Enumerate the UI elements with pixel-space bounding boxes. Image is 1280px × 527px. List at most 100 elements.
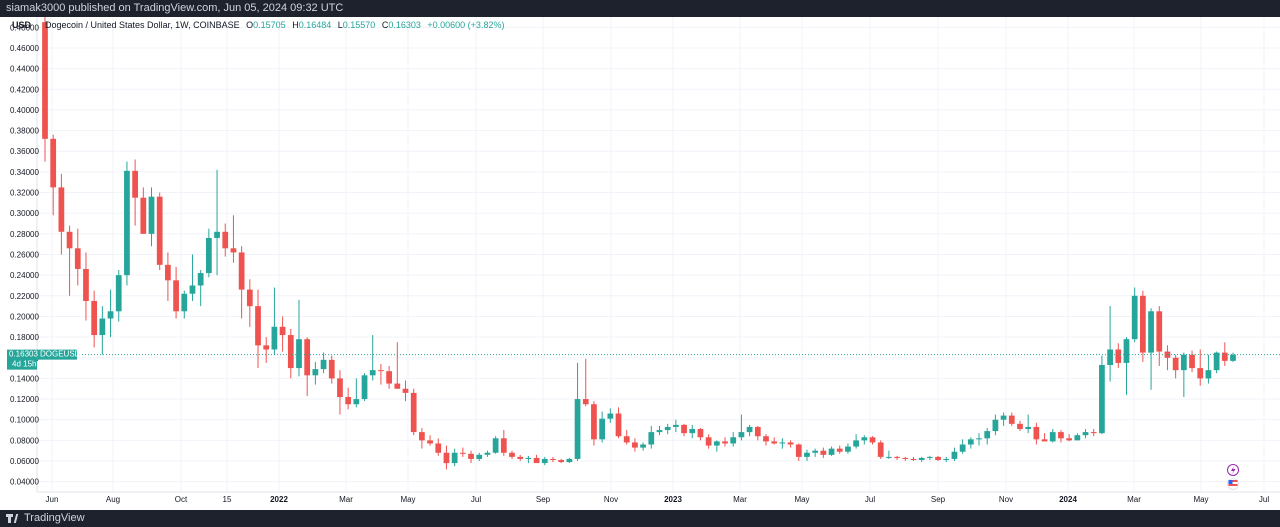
currency-label[interactable]: USD xyxy=(12,20,32,30)
lightning-icon[interactable] xyxy=(1227,464,1239,476)
candle-body xyxy=(1205,370,1212,379)
candle-body xyxy=(132,170,138,198)
candle-body xyxy=(951,451,958,459)
candle xyxy=(943,456,950,463)
candle-body xyxy=(173,280,179,312)
candle-body xyxy=(713,441,720,446)
candle-body xyxy=(42,22,48,139)
candle-body xyxy=(804,452,810,457)
tradingview-logo[interactable]: TradingView xyxy=(6,510,85,527)
candle xyxy=(1041,433,1048,442)
candle-body xyxy=(1197,368,1204,379)
candle xyxy=(836,445,843,454)
candle xyxy=(353,378,360,408)
candle-body xyxy=(214,231,220,238)
us-flag-icon[interactable] xyxy=(1227,478,1239,490)
x-tick-label: Mar xyxy=(1127,495,1141,504)
candle-body xyxy=(525,457,532,459)
y-tick-label: 0.46000 xyxy=(10,44,39,53)
candle-body xyxy=(550,458,556,460)
candle-body xyxy=(148,196,155,234)
candle-body xyxy=(910,458,917,460)
y-tick-label: 0.48000 xyxy=(10,23,39,32)
candle-body xyxy=(992,419,999,432)
candle xyxy=(820,447,827,458)
candle-body xyxy=(1082,432,1089,436)
candle-body xyxy=(410,392,417,433)
candle-body xyxy=(836,448,843,452)
candlestick-chart[interactable]: 0.04000 0.06000 0.08000 0.10000 0.12000 0.140… xyxy=(0,17,1280,510)
candle xyxy=(165,252,171,301)
y-tick-label: 0.40000 xyxy=(10,106,39,115)
candle xyxy=(1099,355,1105,435)
candle xyxy=(812,448,819,457)
candle-body xyxy=(1115,349,1122,363)
candle xyxy=(83,252,89,321)
candle-body xyxy=(1074,435,1081,441)
price-tag-countdown: 4d 15h xyxy=(12,360,36,369)
candle xyxy=(992,414,999,436)
candle xyxy=(935,455,941,462)
candle xyxy=(599,411,605,443)
candle-body xyxy=(795,444,802,457)
candle-body xyxy=(787,442,794,445)
candle xyxy=(574,362,581,462)
candle xyxy=(918,456,925,463)
candle-body xyxy=(1107,349,1113,365)
candle xyxy=(296,299,302,377)
candle xyxy=(74,228,81,286)
candle-body xyxy=(533,457,540,464)
candle-body xyxy=(304,339,311,376)
chart-area[interactable]: 0.04000 0.06000 0.08000 0.10000 0.12000 0.140… xyxy=(0,17,1280,510)
candle xyxy=(99,306,106,355)
candle xyxy=(1148,308,1154,390)
candle-body xyxy=(181,293,188,312)
candle-body xyxy=(673,424,679,427)
x-tick-label: Jul xyxy=(471,495,481,504)
candle-body xyxy=(419,432,425,441)
candle xyxy=(287,328,294,379)
candle xyxy=(541,456,548,466)
candle xyxy=(1049,429,1056,443)
candle xyxy=(107,289,114,338)
candle xyxy=(189,254,196,301)
candle xyxy=(279,316,286,352)
x-tick-label: Aug xyxy=(106,495,120,504)
candle xyxy=(222,223,229,257)
candle-body xyxy=(943,458,950,460)
candle-body xyxy=(1000,415,1007,420)
candle xyxy=(271,287,278,355)
price-tag: 0.16303 DOGEUSD 4d 15h xyxy=(7,349,81,370)
candle-body xyxy=(83,268,89,301)
x-tick-label: 15 xyxy=(223,495,232,504)
candle-body xyxy=(705,437,712,446)
y-tick-label: 0.42000 xyxy=(10,85,39,94)
candles xyxy=(42,17,1236,470)
y-tick-label: 0.04000 xyxy=(10,478,39,487)
candle-body xyxy=(427,440,433,444)
candle-body xyxy=(853,440,859,447)
candle xyxy=(926,455,933,460)
x-tick-label: Oct xyxy=(175,495,188,504)
legend-symbol: Dogecoin / United States Dollar, 1W, COI… xyxy=(45,20,240,30)
price-axis[interactable]: 0.04000 0.06000 0.08000 0.10000 0.12000 0.140… xyxy=(10,23,39,486)
candle-body xyxy=(435,443,442,453)
candle xyxy=(140,187,147,234)
grid-lines xyxy=(37,17,1280,492)
candle-body xyxy=(222,231,229,249)
candle-body xyxy=(541,458,548,464)
candle xyxy=(173,266,179,319)
candle xyxy=(1156,306,1163,367)
candle-body xyxy=(369,370,376,376)
y-tick-label: 0.18000 xyxy=(10,333,39,342)
time-axis[interactable]: Jun Aug Oct 15 2022 Mar May Jul Sep Nov 2023 Mar May… xyxy=(46,495,1270,504)
y-tick-label: 0.34000 xyxy=(10,168,39,177)
x-tick-label: Sep xyxy=(536,495,551,504)
candle-body xyxy=(91,300,98,336)
candle-body xyxy=(328,359,335,379)
candle xyxy=(902,456,909,462)
legend-change: +0.00600 (+3.82%) xyxy=(427,20,504,30)
candle-body xyxy=(312,369,319,376)
candle xyxy=(730,432,737,447)
candle xyxy=(558,458,565,464)
